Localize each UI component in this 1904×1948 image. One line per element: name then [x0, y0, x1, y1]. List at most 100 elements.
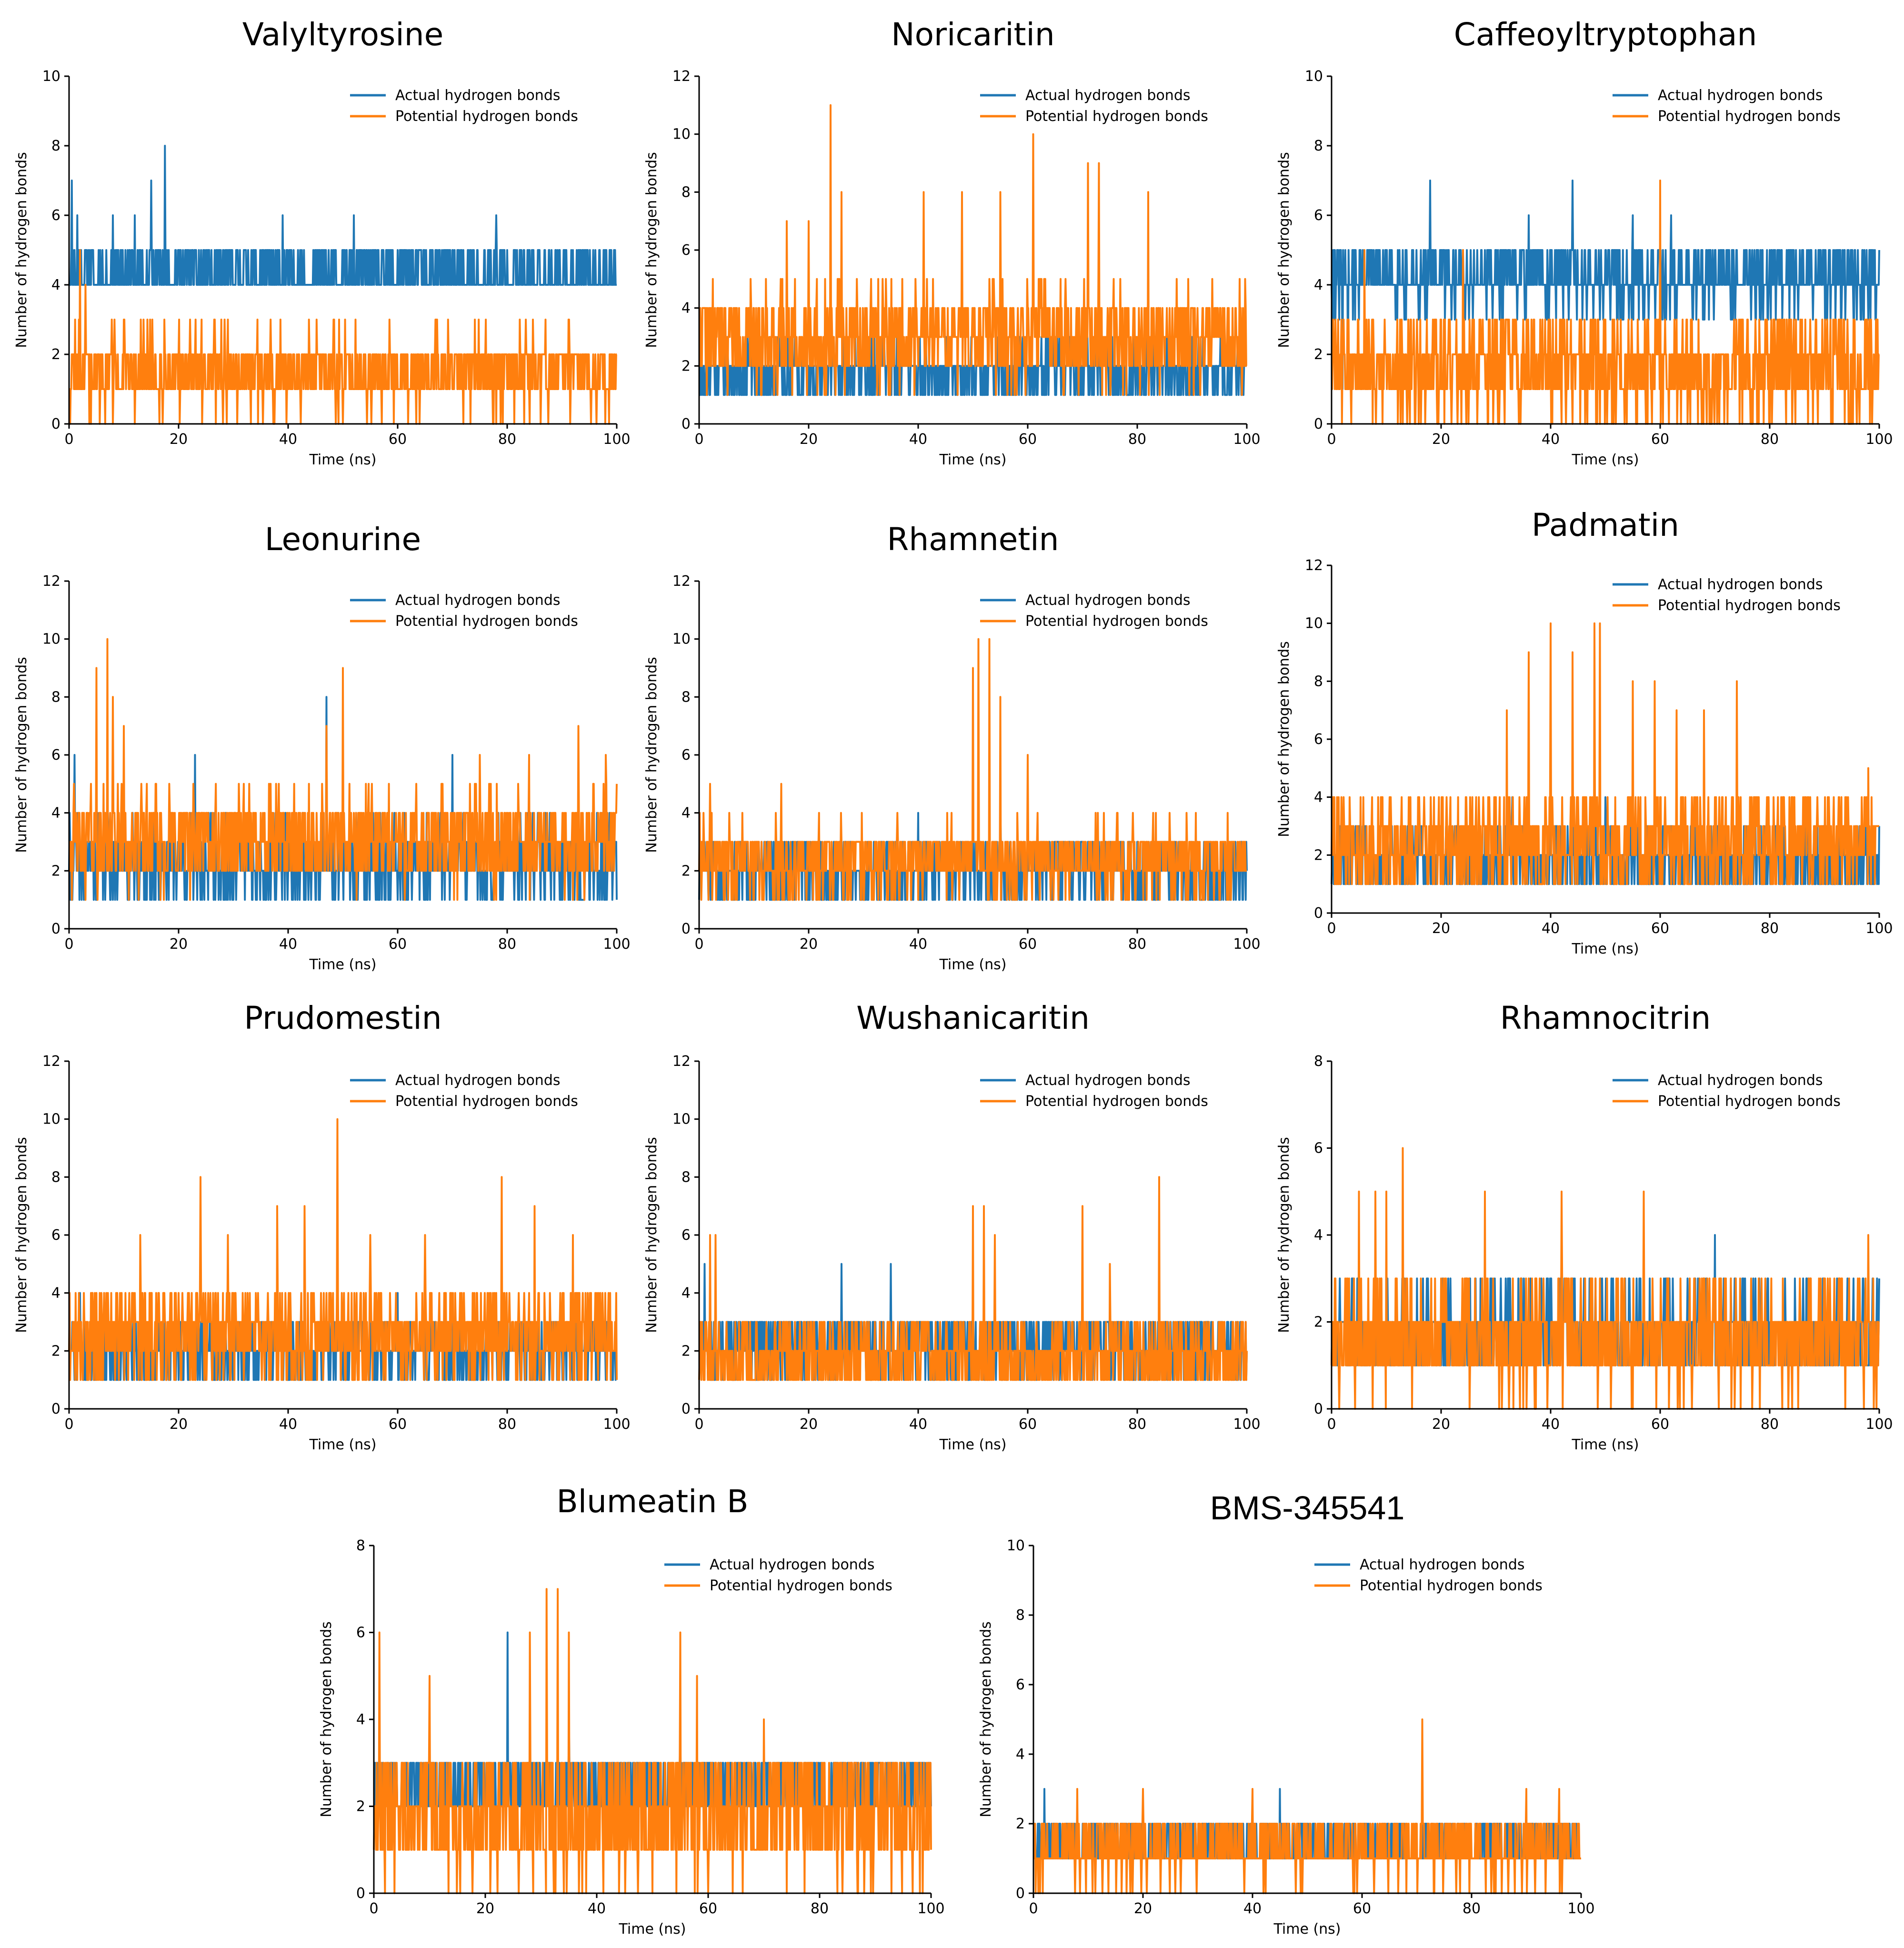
y-tick-label: 4 [51, 277, 60, 293]
legend: Actual hydrogen bonds Potential hydrogen … [980, 1072, 1208, 1110]
y-tick-label: 8 [681, 689, 691, 705]
y-axis-label: Number of hydrogen bonds [978, 1621, 994, 1817]
legend: Actual hydrogen bonds Potential hydrogen … [664, 1556, 892, 1594]
chart-title: Prudomestin [244, 1000, 441, 1036]
y-tick-label: 2 [1314, 346, 1323, 363]
legend-label: Actual hydrogen bonds [1025, 1072, 1191, 1089]
series-group [68, 1118, 618, 1381]
y-tick-label: 6 [51, 1227, 60, 1244]
y-tick-label: 10 [672, 631, 691, 648]
chart-title: Caffeoyltryptophan [1454, 16, 1757, 53]
y-tick-label: 4 [1016, 1746, 1025, 1763]
chart-svg-rhamnetin: Rhamnetin 0 20 40 60 80 100 0 2 4 6 8 10 12 Time (ns) N… [643, 521, 1261, 973]
x-tick-label: 60 [699, 1900, 717, 1917]
y-tick-label: 4 [51, 805, 60, 822]
x-tick-label: 40 [909, 431, 927, 448]
x-axis-label: Time (ns) [939, 452, 1006, 468]
y-axis-label: Number of hydrogen bonds [643, 152, 660, 348]
x-tick-label: 80 [498, 1416, 516, 1433]
series-line-actual-hydrogen-bonds [1331, 180, 1880, 390]
x-tick-label: 20 [800, 1416, 818, 1433]
x-tick-label: 100 [1233, 936, 1260, 953]
chart-panel-padmatin: Padmatin 0 20 40 60 80 100 0 2 4 6 8 10 12 Time (ns) Nu… [1270, 491, 1904, 981]
chart-panel-rhamnetin: Rhamnetin 0 20 40 60 80 100 0 2 4 6 8 10 12 Time (ns) N… [635, 491, 1270, 981]
x-tick-label: 60 [389, 1416, 407, 1433]
legend-label: Actual hydrogen bonds [1658, 576, 1823, 593]
y-tick-label: 6 [1016, 1677, 1025, 1693]
y-tick-label: 4 [681, 300, 691, 317]
legend: Actual hydrogen bonds Potential hydrogen … [1613, 87, 1841, 125]
x-tick-label: 40 [909, 936, 927, 953]
y-tick-label: 6 [681, 242, 691, 259]
y-tick-label: 2 [1314, 847, 1323, 864]
y-tick-label: 8 [681, 184, 691, 201]
legend: Actual hydrogen bonds Potential hydrogen … [1613, 576, 1841, 614]
series-line-potential-hydrogen-bonds [698, 638, 1247, 901]
y-tick-label: 4 [1314, 789, 1323, 806]
y-axis-label: Number of hydrogen bonds [1276, 641, 1293, 837]
x-tick-label: 20 [170, 936, 188, 953]
y-tick-label: 4 [681, 1285, 691, 1302]
y-axis-label: Number of hydrogen bonds [13, 152, 30, 348]
chart-panel-noricaritin: Noricaritin 0 20 40 60 80 100 0 2 4 6 8 10 12 Time (ns… [635, 0, 1270, 491]
x-tick-label: 20 [1432, 431, 1450, 448]
y-tick-label: 4 [1314, 1227, 1323, 1244]
chart-title: Valyltyrosine [242, 16, 443, 53]
chart-svg-leonurine: Leonurine 0 20 40 60 80 100 0 2 4 6 8 10 12 Time (ns) N… [13, 521, 631, 973]
chart-svg-wushanicaritin: Wushanicaritin 0 20 40 60 80 100 0 2 4 6 8 10 12 Time … [643, 1000, 1261, 1453]
chart-svg-blumeatin-b: Blumeatin B 0 20 40 60 80 100 0 2 4 6 8 Time (ns) Num… [318, 1483, 945, 1938]
x-tick-label: 80 [1463, 1900, 1481, 1917]
y-tick-label: 2 [51, 346, 60, 363]
series-line-potential-hydrogen-bonds [68, 1118, 618, 1381]
series-line-potential-hydrogen-bonds [1331, 1147, 1880, 1410]
x-tick-label: 20 [476, 1900, 494, 1917]
y-tick-label: 10 [1305, 615, 1323, 632]
chart-panel-rhamnocitrin: Rhamnocitrin 0 20 40 60 80 100 0 2 4 6 8 Time (ns) Nu… [1270, 981, 1904, 1472]
x-axis-label: Time (ns) [309, 956, 376, 973]
legend-label: Actual hydrogen bonds [1658, 1072, 1823, 1089]
legend-label: Actual hydrogen bonds [1025, 87, 1191, 104]
y-tick-label: 4 [51, 1285, 60, 1302]
series-group [698, 638, 1248, 901]
x-tick-label: 0 [369, 1900, 378, 1917]
y-tick-label: 2 [356, 1798, 365, 1815]
x-tick-label: 60 [1019, 936, 1037, 953]
x-tick-label: 60 [1353, 1900, 1371, 1917]
y-tick-label: 0 [51, 1401, 60, 1417]
legend-label: Potential hydrogen bonds [1658, 597, 1841, 614]
series-line-potential-hydrogen-bonds [698, 1176, 1248, 1381]
series-line-potential-hydrogen-bonds [1331, 180, 1880, 425]
y-tick-label: 0 [356, 1885, 365, 1902]
chart-svg-caffeoyltryptophan: Caffeoyltryptophan 0 20 40 60 80 100 0 2 4 6 8 10 Tim… [1276, 16, 1893, 468]
x-tick-label: 0 [64, 1416, 73, 1433]
y-tick-label: 0 [681, 1401, 691, 1417]
y-tick-label: 10 [42, 68, 60, 85]
x-tick-label: 20 [800, 431, 818, 448]
chart-panel-leonurine: Leonurine 0 20 40 60 80 100 0 2 4 6 8 10 12 Time (ns) N… [0, 491, 635, 981]
chart-svg-padmatin: Padmatin 0 20 40 60 80 100 0 2 4 6 8 10 12 Time (ns) Nu… [1276, 507, 1893, 957]
x-tick-label: 60 [1651, 431, 1669, 448]
y-tick-label: 8 [51, 138, 60, 154]
series-group [373, 1588, 932, 1894]
x-tick-label: 20 [1134, 1900, 1152, 1917]
x-axis-label: Time (ns) [618, 1921, 686, 1938]
x-tick-label: 0 [1327, 920, 1336, 937]
chart-title: BMS-345541 [1210, 1489, 1405, 1526]
legend-label: Potential hydrogen bonds [1658, 1093, 1841, 1110]
legend-label: Actual hydrogen bonds [1360, 1556, 1525, 1573]
y-tick-label: 0 [1314, 905, 1323, 922]
x-tick-label: 100 [1865, 431, 1893, 448]
y-tick-label: 6 [356, 1625, 365, 1641]
x-tick-label: 0 [694, 1416, 703, 1433]
y-tick-label: 0 [51, 921, 60, 937]
y-axis-label: Number of hydrogen bonds [643, 657, 660, 853]
y-tick-label: 6 [681, 1227, 691, 1244]
x-tick-label: 0 [64, 936, 73, 953]
x-tick-label: 60 [1019, 1416, 1037, 1433]
x-tick-label: 60 [389, 936, 407, 953]
y-tick-label: 6 [1314, 731, 1323, 748]
x-axis-label: Time (ns) [1571, 941, 1639, 957]
y-tick-label: 12 [672, 573, 691, 590]
x-tick-label: 0 [1327, 431, 1336, 448]
x-tick-label: 40 [1243, 1900, 1262, 1917]
